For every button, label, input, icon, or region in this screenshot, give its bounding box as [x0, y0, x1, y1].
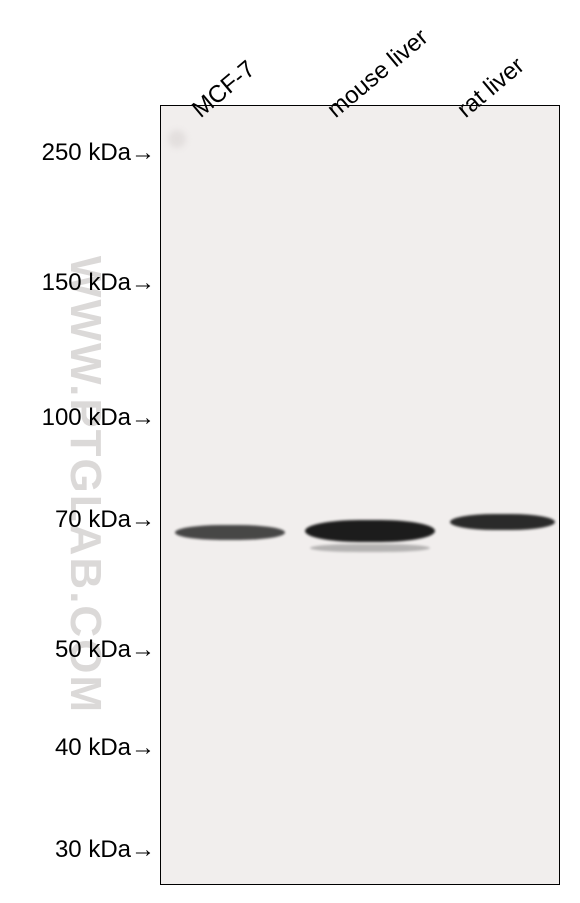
mw-marker-label: 50 kDa→ [55, 636, 155, 664]
arrow-right-icon: → [131, 636, 155, 664]
arrow-right-icon: → [131, 404, 155, 432]
mw-marker-text: 40 kDa [55, 734, 131, 761]
mw-marker-text: 100 kDa [42, 404, 131, 431]
protein-band [310, 544, 430, 552]
blot-smudge [168, 130, 186, 148]
arrow-right-icon: → [131, 506, 155, 534]
arrow-right-icon: → [131, 269, 155, 297]
mw-marker-label: 70 kDa→ [55, 506, 155, 534]
arrow-right-icon: → [131, 836, 155, 864]
mw-marker-label: 100 kDa→ [42, 404, 155, 432]
arrow-right-icon: → [131, 139, 155, 167]
mw-marker-label: 30 kDa→ [55, 836, 155, 864]
mw-marker-text: 50 kDa [55, 636, 131, 663]
mw-marker-text: 250 kDa [42, 139, 131, 166]
blot-membrane [160, 105, 560, 885]
protein-band [175, 525, 285, 540]
mw-marker-label: 250 kDa→ [42, 139, 155, 167]
arrow-right-icon: → [131, 734, 155, 762]
protein-band [450, 514, 555, 530]
mw-marker-label: 150 kDa→ [42, 269, 155, 297]
mw-marker-text: 150 kDa [42, 269, 131, 296]
protein-band [305, 520, 435, 542]
mw-marker-text: 30 kDa [55, 836, 131, 863]
mw-marker-text: 70 kDa [55, 506, 131, 533]
mw-marker-label: 40 kDa→ [55, 734, 155, 762]
